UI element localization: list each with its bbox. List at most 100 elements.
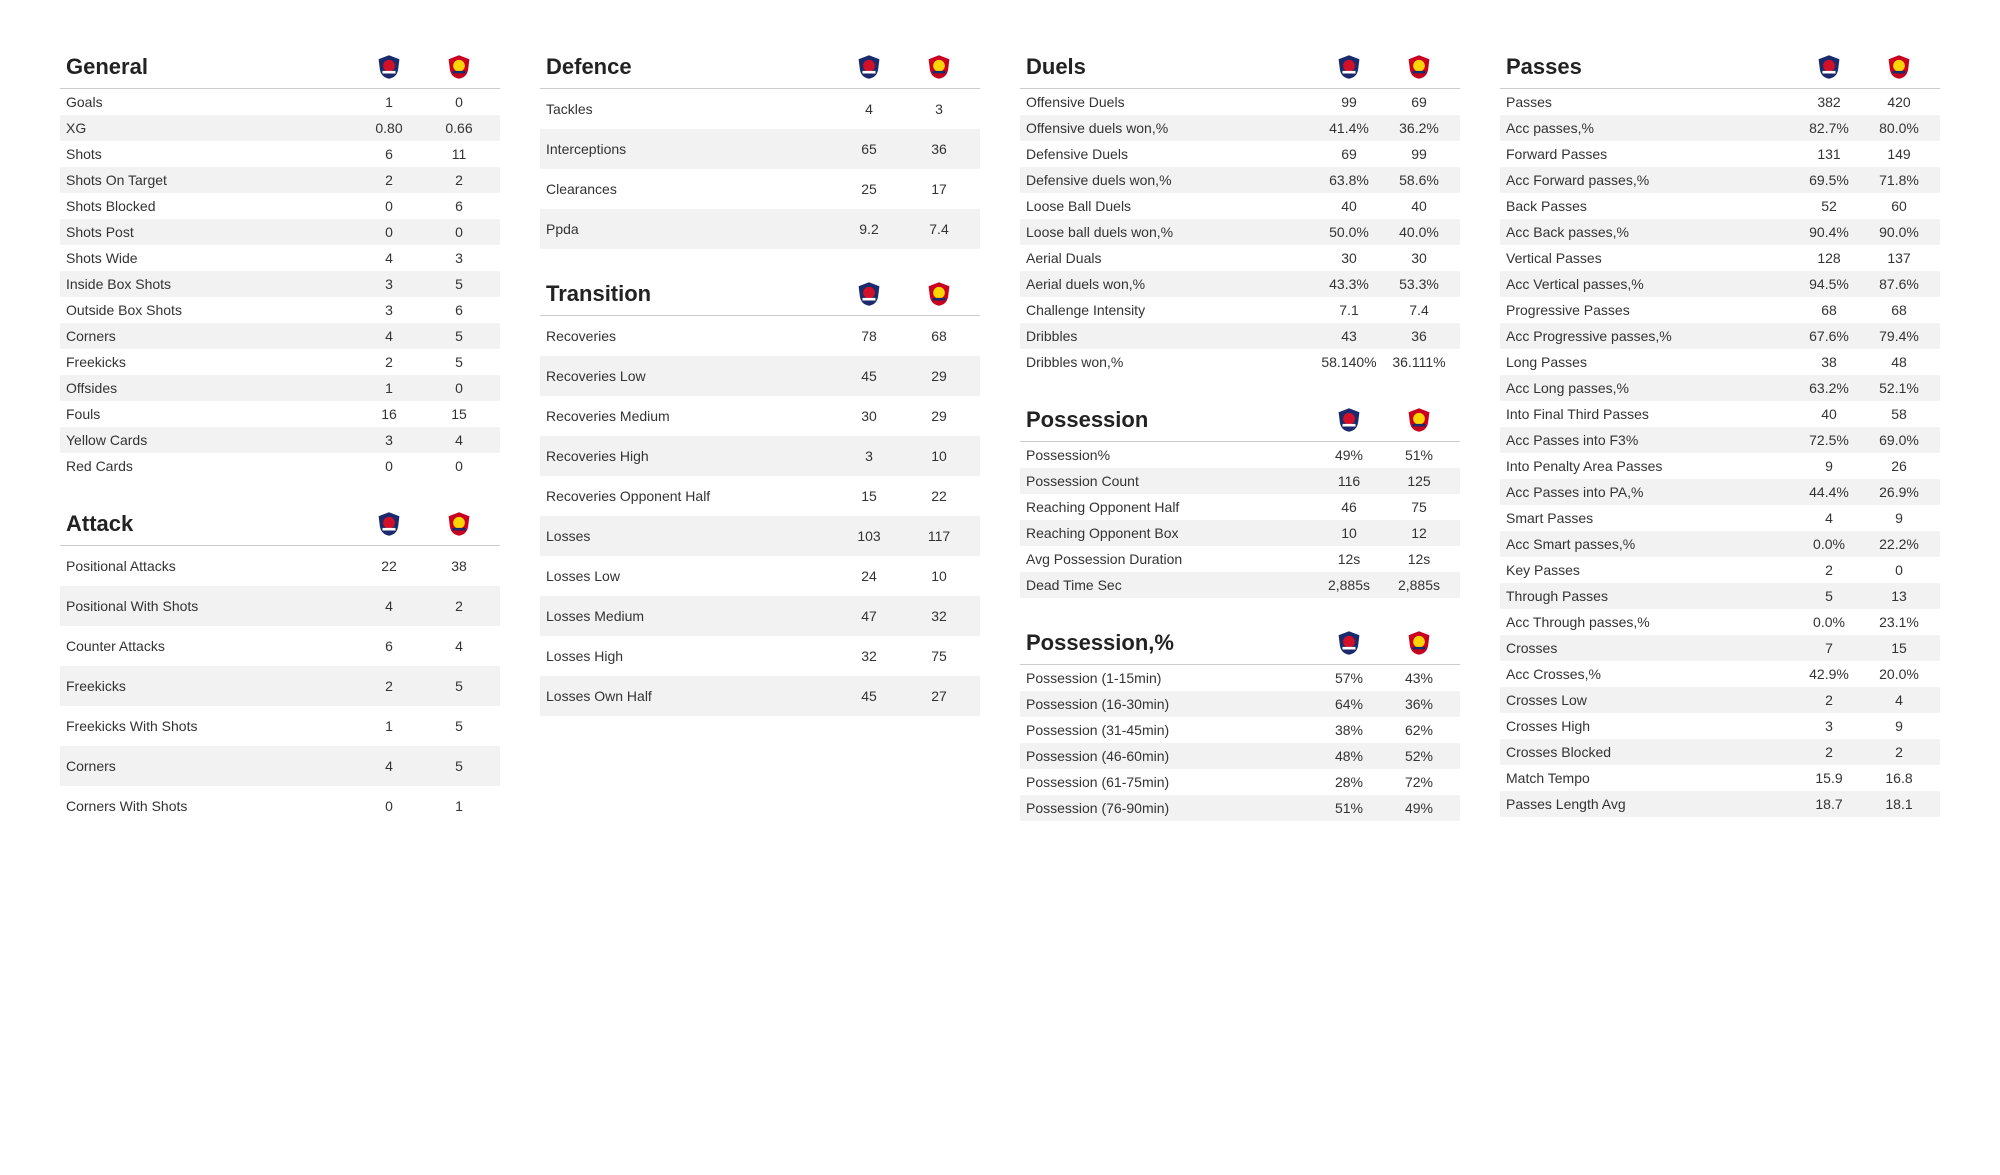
team-a-value: 0 [354, 798, 424, 814]
section-body-general: Goals10XG0.800.66Shots611Shots On Target… [60, 89, 500, 479]
team-a-logo-icon [376, 54, 402, 80]
stat-row-freekicks: Freekicks25 [60, 666, 500, 706]
team-a-value: 1 [354, 94, 424, 110]
metric-label: Corners [66, 758, 354, 775]
team-a-value: 2 [354, 354, 424, 370]
stat-row-progressive-passes: Progressive Passes6868 [1500, 297, 1940, 323]
metric-label: Dead Time Sec [1026, 577, 1314, 594]
team-b-value: 0 [424, 380, 494, 396]
team-b-value: 87.6% [1864, 276, 1934, 292]
team-a-value: 2 [1794, 562, 1864, 578]
metric-label: Shots Blocked [66, 198, 354, 215]
metric-label: Possession (76-90min) [1026, 800, 1314, 817]
team-a-header-cell [834, 281, 904, 307]
team-a-value: 6 [354, 146, 424, 162]
metric-label: Offensive duels won,% [1026, 120, 1314, 137]
stat-row-smart-passes: Smart Passes49 [1500, 505, 1940, 531]
team-b-value: 27 [904, 688, 974, 704]
team-b-value: 15 [1864, 640, 1934, 656]
metric-label: Counter Attacks [66, 638, 354, 655]
metric-label: Reaching Opponent Box [1026, 525, 1314, 542]
stats-column-1: DefenceTackles43Interceptions6536Clearan… [540, 50, 980, 826]
metric-label: Yellow Cards [66, 432, 354, 449]
stat-row-possession-46-60min: Possession (46-60min)48%52% [1020, 743, 1460, 769]
section-duels: DuelsOffensive Duels9969Offensive duels … [1020, 50, 1460, 375]
team-b-value: 49% [1384, 800, 1454, 816]
team-b-value: 58 [1864, 406, 1934, 422]
metric-label: Shots [66, 146, 354, 163]
stat-row-positional-attacks: Positional Attacks2238 [60, 546, 500, 586]
team-b-value: 10 [904, 568, 974, 584]
stat-row-loose-ball-duels: Loose Ball Duels4040 [1020, 193, 1460, 219]
stat-row-dribbles-won: Dribbles won,%58.140%36.111% [1020, 349, 1460, 375]
team-a-value: 4 [354, 328, 424, 344]
team-b-logo-icon [1406, 54, 1432, 80]
team-a-logo-icon [1336, 630, 1362, 656]
metric-label: Long Passes [1506, 354, 1794, 371]
stat-row-into-final-third-passes: Into Final Third Passes4058 [1500, 401, 1940, 427]
team-a-logo-icon [1336, 407, 1362, 433]
section-title-attack: Attack [66, 511, 354, 537]
team-a-value: 2 [354, 678, 424, 694]
stat-row-positional-with-shots: Positional With Shots42 [60, 586, 500, 626]
stat-row-corners: Corners45 [60, 746, 500, 786]
stat-row-vertical-passes: Vertical Passes128137 [1500, 245, 1940, 271]
stat-row-reaching-opponent-box: Reaching Opponent Box1012 [1020, 520, 1460, 546]
metric-label: Freekicks With Shots [66, 718, 354, 735]
metric-label: Acc Passes into PA,% [1506, 484, 1794, 501]
metric-label: Shots Post [66, 224, 354, 241]
team-b-value: 69.0% [1864, 432, 1934, 448]
section-passes: PassesPasses382420Acc passes,%82.7%80.0%… [1500, 50, 1940, 817]
stat-row-acc-smart-passes: Acc Smart passes,%0.0%22.2% [1500, 531, 1940, 557]
team-a-value: 69.5% [1794, 172, 1864, 188]
metric-label: Goals [66, 94, 354, 111]
team-b-value: 10 [904, 448, 974, 464]
team-a-value: 0.0% [1794, 536, 1864, 552]
team-b-value: 6 [424, 302, 494, 318]
team-b-value: 32 [904, 608, 974, 624]
section-body-possession: Possession (1-15min)57%43%Possession (16… [1020, 665, 1460, 821]
metric-label: Challenge Intensity [1026, 302, 1314, 319]
stat-row-shots-post: Shots Post00 [60, 219, 500, 245]
metric-label: Acc Crosses,% [1506, 666, 1794, 683]
stat-row-offsides: Offsides10 [60, 375, 500, 401]
team-b-header-cell [904, 281, 974, 307]
team-b-value: 5 [424, 678, 494, 694]
team-a-value: 57% [1314, 670, 1384, 686]
team-a-value: 64% [1314, 696, 1384, 712]
metric-label: Recoveries Opponent Half [546, 488, 834, 505]
metric-label: Shots On Target [66, 172, 354, 189]
team-b-header-cell [424, 511, 494, 537]
stat-row-back-passes: Back Passes5260 [1500, 193, 1940, 219]
section-title-general: General [66, 54, 354, 80]
team-a-header-cell [1314, 630, 1384, 656]
team-a-value: 63.8% [1314, 172, 1384, 188]
section-header-defence: Defence [540, 50, 980, 89]
stats-column-2: DuelsOffensive Duels9969Offensive duels … [1020, 50, 1460, 826]
team-a-value: 10 [1314, 525, 1384, 541]
team-a-header-cell [1794, 54, 1864, 80]
section-body-defence: Tackles43Interceptions6536Clearances2517… [540, 89, 980, 249]
stat-row-shots-blocked: Shots Blocked06 [60, 193, 500, 219]
stat-row-freekicks-with-shots: Freekicks With Shots15 [60, 706, 500, 746]
stat-row-goals: Goals10 [60, 89, 500, 115]
metric-label: Acc Long passes,% [1506, 380, 1794, 397]
stat-row-acc-forward-passes: Acc Forward passes,%69.5%71.8% [1500, 167, 1940, 193]
team-b-value: 36 [1384, 328, 1454, 344]
team-b-logo-icon [1406, 630, 1432, 656]
metric-label: Losses Own Half [546, 688, 834, 705]
metric-label: Acc Back passes,% [1506, 224, 1794, 241]
team-b-value: 40 [1384, 198, 1454, 214]
team-a-value: 52 [1794, 198, 1864, 214]
team-b-value: 52.1% [1864, 380, 1934, 396]
stat-row-recoveries-medium: Recoveries Medium3029 [540, 396, 980, 436]
team-a-value: 382 [1794, 94, 1864, 110]
team-a-value: 41.4% [1314, 120, 1384, 136]
stat-row-acc-passes: Acc passes,%82.7%80.0% [1500, 115, 1940, 141]
team-b-value: 75 [1384, 499, 1454, 515]
team-b-value: 4 [1864, 692, 1934, 708]
team-a-value: 2 [354, 172, 424, 188]
team-b-value: 137 [1864, 250, 1934, 266]
team-a-value: 45 [834, 368, 904, 384]
stat-row-losses-low: Losses Low2410 [540, 556, 980, 596]
